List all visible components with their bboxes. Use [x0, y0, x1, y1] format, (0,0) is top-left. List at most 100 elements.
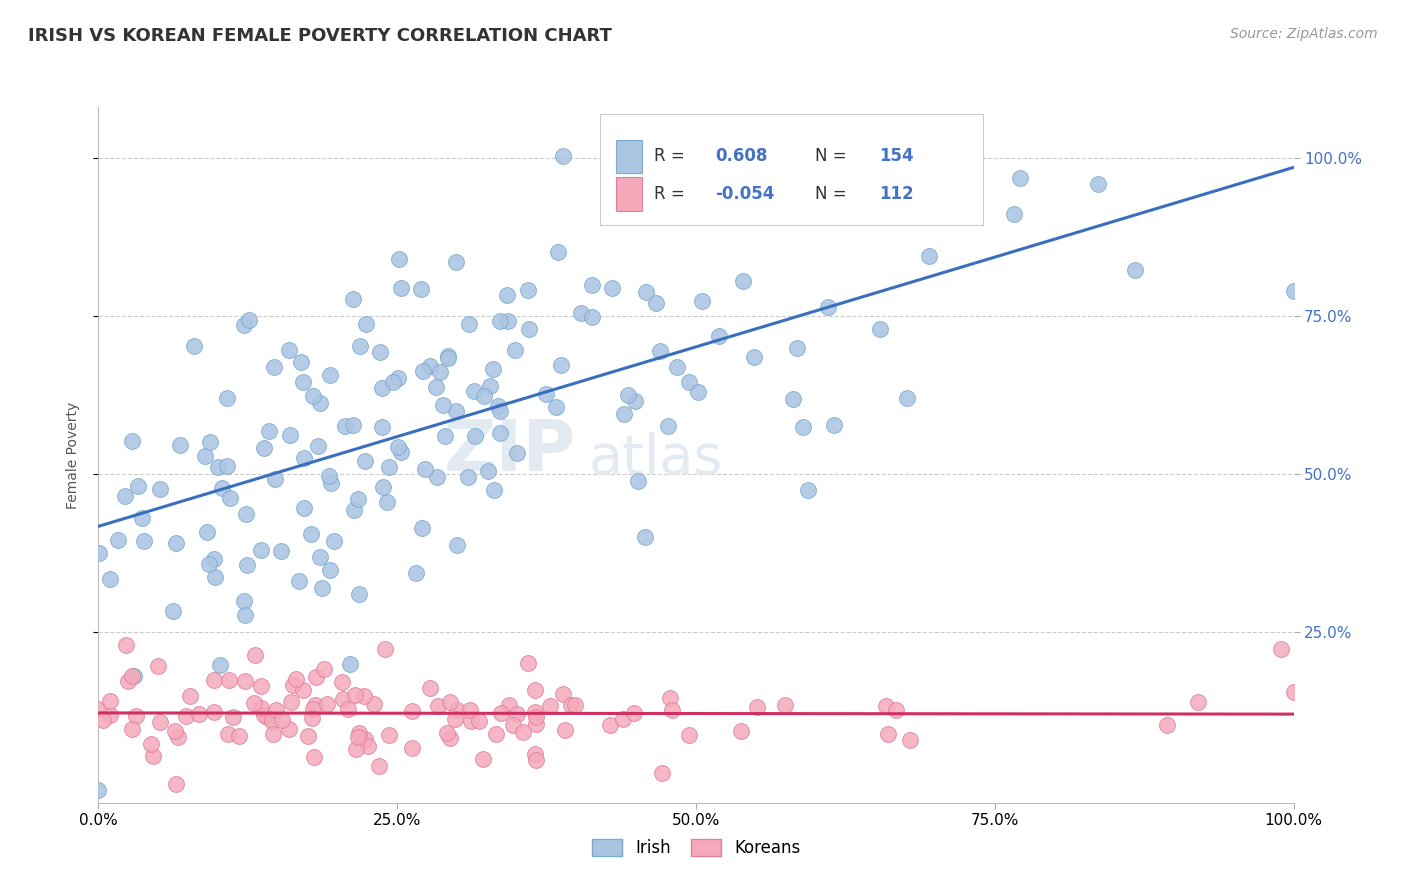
Point: [142, 748, 165, 763]
Point: [139, 737, 162, 751]
Point: [460, 714, 482, 728]
Point: [581, 310, 603, 325]
Point: [208, 657, 231, 672]
Point: [98, 572, 121, 586]
Point: [232, 318, 254, 332]
Point: [301, 711, 323, 725]
Point: [321, 475, 343, 490]
Point: [195, 525, 218, 540]
Point: [202, 673, 225, 687]
Point: [107, 533, 129, 548]
Point: [204, 569, 226, 583]
Point: [634, 285, 657, 299]
Point: [222, 710, 245, 724]
Point: [121, 668, 143, 682]
Point: [318, 563, 340, 577]
Point: [733, 274, 755, 288]
Point: [315, 697, 337, 711]
Point: [486, 399, 509, 413]
Point: [884, 703, 907, 717]
Point: [401, 741, 423, 756]
Point: [260, 714, 283, 728]
Point: [319, 368, 342, 382]
Point: [426, 470, 449, 484]
Point: [217, 727, 239, 741]
Point: [429, 365, 451, 379]
Point: [353, 453, 375, 467]
Point: [121, 434, 143, 448]
Point: [342, 418, 364, 433]
Point: [534, 386, 557, 401]
Point: [517, 283, 540, 297]
Point: [482, 362, 505, 376]
Point: [131, 511, 153, 525]
Text: Source: ZipAtlas.com: Source: ZipAtlas.com: [1230, 27, 1378, 41]
Point: [434, 429, 457, 443]
Point: [502, 717, 524, 731]
Point: [378, 459, 401, 474]
Point: [1282, 685, 1305, 699]
Point: [285, 672, 308, 686]
Point: [347, 491, 370, 506]
Point: [464, 429, 486, 443]
Point: [198, 434, 221, 449]
Point: [460, 703, 482, 717]
Point: [419, 359, 441, 373]
Point: [401, 704, 423, 718]
Point: [524, 710, 547, 724]
Point: [121, 722, 143, 736]
Point: [797, 483, 820, 497]
Point: [339, 657, 361, 672]
Point: [651, 766, 673, 780]
Point: [290, 355, 312, 369]
Point: [127, 479, 149, 493]
Point: [217, 458, 239, 473]
Point: [489, 403, 512, 417]
Point: [169, 438, 191, 452]
Point: [524, 705, 547, 719]
Point: [371, 381, 394, 395]
Point: [232, 594, 254, 608]
Point: [415, 462, 437, 476]
Point: [91, 713, 114, 727]
Point: [219, 491, 242, 505]
Point: [786, 341, 808, 355]
Point: [437, 351, 460, 365]
Point: [165, 535, 187, 549]
Point: [337, 702, 360, 716]
Point: [117, 673, 139, 688]
Point: [524, 752, 547, 766]
Point: [87, 783, 110, 797]
Point: [188, 706, 211, 721]
Point: [264, 703, 287, 717]
Point: [114, 489, 136, 503]
Point: [503, 343, 526, 358]
Point: [297, 729, 319, 743]
Point: [581, 278, 603, 293]
Point: [773, 698, 796, 712]
Point: [877, 119, 900, 133]
Point: [1123, 262, 1146, 277]
Point: [496, 314, 519, 328]
Point: [149, 482, 172, 496]
Point: [271, 713, 294, 727]
Point: [613, 408, 636, 422]
Point: [278, 427, 301, 442]
Point: [308, 550, 330, 565]
Point: [233, 674, 256, 689]
Point: [292, 450, 315, 465]
Point: [444, 712, 467, 726]
Point: [347, 726, 370, 740]
Point: [354, 731, 377, 746]
Point: [166, 730, 188, 744]
Point: [146, 659, 169, 673]
Point: [817, 300, 839, 314]
Text: ZIP: ZIP: [444, 417, 576, 486]
Point: [283, 678, 305, 692]
Point: [308, 396, 330, 410]
Point: [165, 724, 187, 739]
Point: [194, 450, 217, 464]
Point: [134, 534, 156, 549]
Point: [250, 543, 273, 558]
Point: [183, 339, 205, 353]
